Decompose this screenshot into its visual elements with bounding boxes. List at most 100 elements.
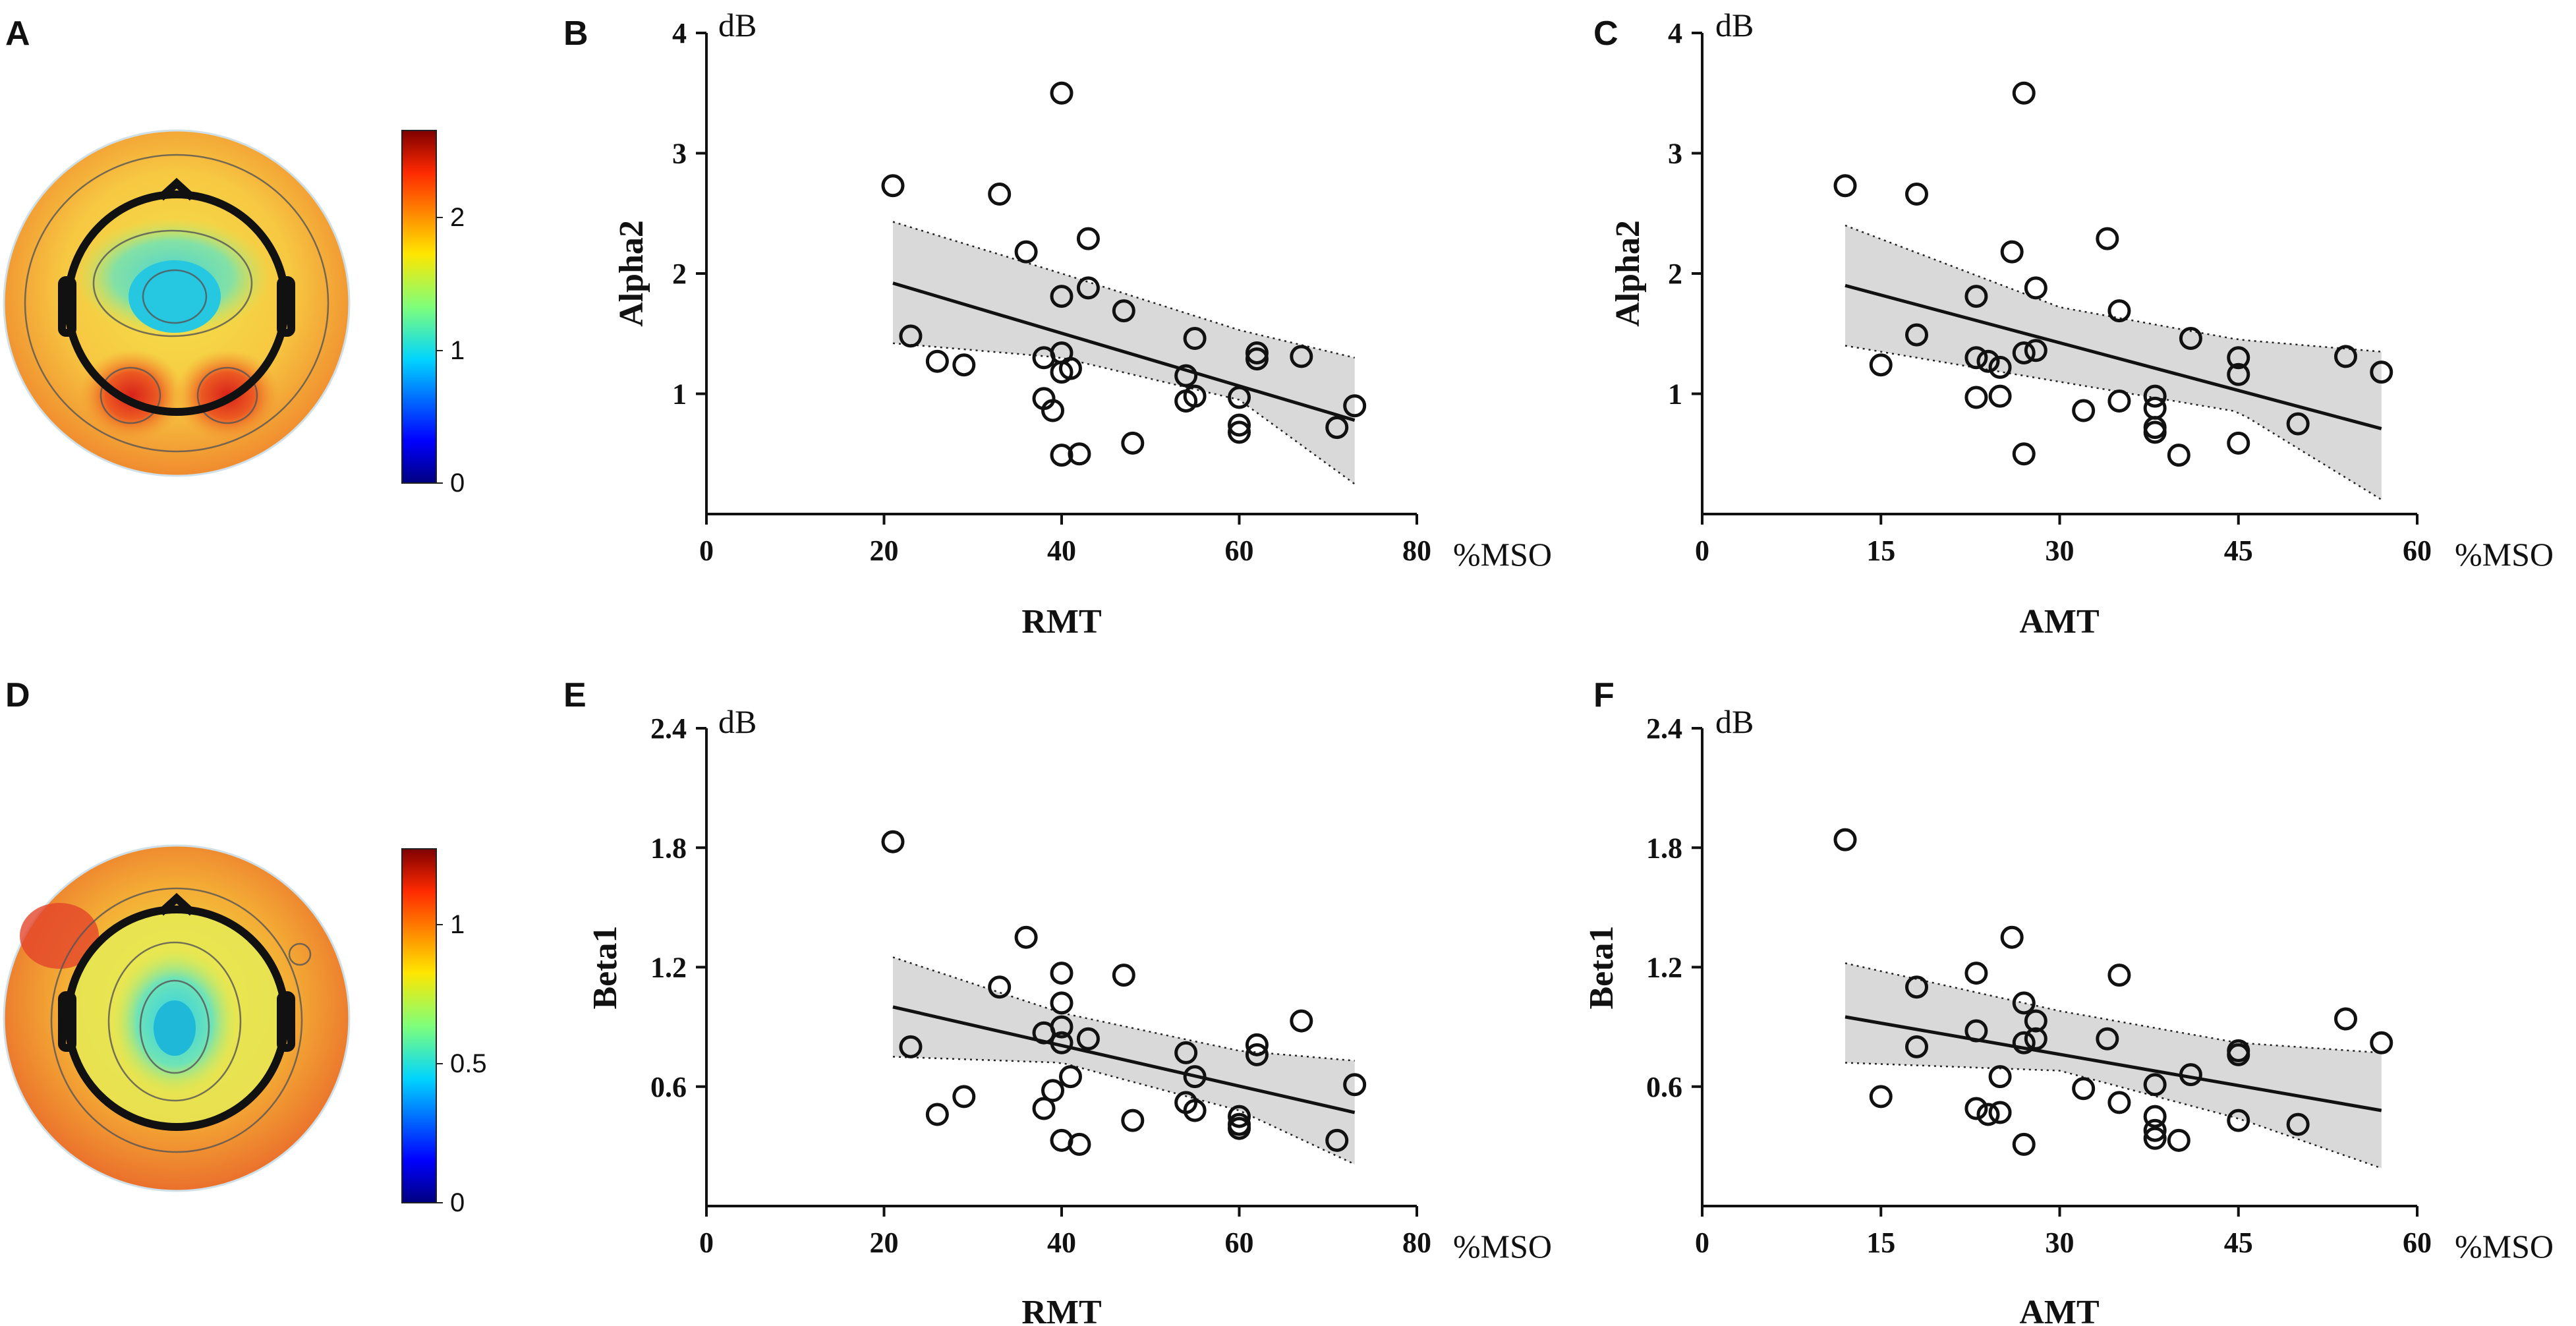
y-unit-label: dB [718,703,757,740]
data-point [2012,442,2036,466]
data-point [2024,339,2047,362]
ci-upper-line [1845,962,2382,1054]
x-tick-label: 80 [1402,534,1431,567]
data-point [1290,1009,1313,1033]
data-point [1183,1065,1207,1089]
y-tick-label: 0.6 [1646,1071,1682,1103]
data-point [925,349,949,373]
data-point [2167,1128,2190,1152]
y-tick-label: 3 [1668,138,1682,170]
y-tick-label: 0.6 [650,1071,687,1103]
data-point [1032,1097,1056,1120]
y-tick-label: 2 [1668,258,1682,290]
data-point [2096,227,2119,250]
data-point [1050,1031,1073,1054]
data-point [1988,384,2012,408]
data-point [988,975,1012,999]
data-point [2096,1027,2119,1051]
data-point [1050,444,1073,467]
y-tick-label: 1.8 [650,832,687,864]
data-point [1112,964,1135,987]
x-tick-label: 15 [1866,1226,1895,1259]
data-point [1245,1033,1269,1056]
data-point [881,174,905,198]
data-point [1183,327,1207,351]
data-point [1050,81,1073,105]
data-point [2227,362,2250,386]
data-point [1014,925,1038,949]
data-point [1833,828,1857,851]
y-tick-label: 4 [672,17,687,49]
y-unit-label: dB [1715,7,1754,43]
data-point [2012,1132,2036,1156]
ci-lower-line [892,1056,1356,1165]
data-point [899,324,923,348]
data-point [1041,1079,1065,1103]
data-point [1183,1099,1207,1122]
y-tick-label: 1.2 [650,952,687,984]
data-point [2024,1009,2047,1033]
regression-line [892,281,1356,422]
y-tick-label: 1 [1668,378,1682,411]
x-tick-label: 20 [870,534,899,567]
x-unit-label: %MSO [2455,1228,2554,1265]
data-point [2334,345,2357,368]
x-unit-label: %MSO [1453,536,1552,573]
data-point [1245,1043,1269,1066]
data-point [1228,420,1251,444]
y-tick-label: 1.8 [1646,832,1682,864]
regression-line [1845,1015,2382,1112]
colorbar-a-tick: 0 [450,469,465,498]
data-point [1112,299,1135,323]
topomap-a [3,129,351,477]
y-tick-label: 3 [672,138,687,170]
data-point [1058,1065,1082,1089]
x-tick-label: 60 [1225,1226,1254,1259]
data-point [1058,357,1082,380]
data-point [1325,416,1349,440]
x-tick-label: 40 [1047,534,1076,567]
panel-letter-b: B [563,14,588,53]
data-point [2072,399,2096,422]
data-point [1833,174,1857,198]
data-point [2012,1031,2036,1054]
colorbar-d: 1 0.5 0 [401,848,487,1217]
data-point [1964,346,1988,370]
data-point [2370,1031,2393,1054]
data-point [2286,1112,2310,1136]
x-unit-label: %MSO [2455,536,2554,573]
data-point [2334,1007,2357,1031]
y-unit-label: dB [718,7,757,43]
data-point [952,1085,976,1109]
data-point [2012,341,2036,364]
x-tick-label: 45 [2224,534,2253,567]
data-point [952,353,976,377]
data-point [1988,355,2012,379]
x-tick-label: 20 [870,1226,899,1259]
data-point [1869,1085,1893,1109]
data-point [1343,1073,1367,1097]
data-point [1905,1035,1928,1058]
data-point [2143,384,2167,408]
data-point [1050,1015,1073,1039]
data-point [2024,276,2047,300]
data-point [1976,349,2000,373]
data-point [2227,1109,2250,1132]
scatter-panel-c: C 0 15 30 45 60 1 2 3 4 dB %MSO AMT Alpha2 [1593,7,2554,641]
data-point [1068,1132,1091,1156]
y-unit-label: dB [1715,703,1754,740]
data-point [1228,386,1251,409]
y-tick-label: 2 [672,258,687,290]
data-point [2107,299,2131,323]
data-point [1174,1041,1198,1064]
panel-letter-d: D [5,676,30,714]
data-point [1905,183,1928,206]
data-point [1343,394,1367,418]
data-point [1228,413,1251,437]
x-tick-label: 60 [2403,534,2432,567]
colorbar-d-tick: 1 [450,910,465,939]
y-axis-label: Alpha2 [613,220,650,327]
data-point [1050,962,1073,985]
x-tick-label: 0 [699,1226,714,1259]
data-point [1988,1065,2012,1089]
